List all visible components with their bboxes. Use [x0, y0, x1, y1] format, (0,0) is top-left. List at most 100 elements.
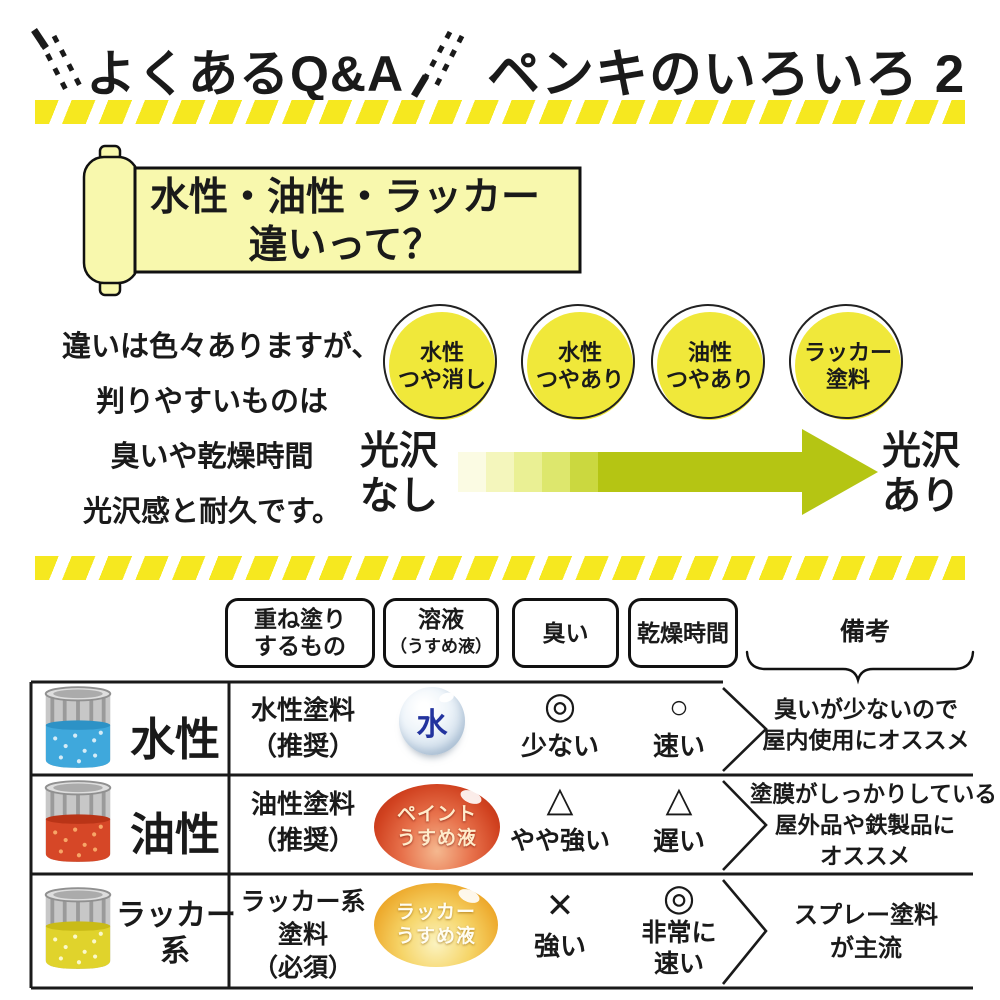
circle-label: 塗料 [825, 367, 870, 392]
col-header-dry-time: 乾燥時間 [628, 598, 738, 668]
intro-paragraph: 違いは色々ありますが、 判りやすいものは 臭いや乾燥時間 光沢感と耐久です。 [62, 320, 381, 540]
blob-label: ラッカー [395, 902, 476, 923]
triangle-symbol: △ [665, 780, 693, 819]
lacquer-thinner-blob-icon: ラッカー うすめ液 [374, 883, 498, 967]
gloss-circle-oil-glossy: 油性 つやあり [657, 312, 763, 420]
stripe-divider-bottom [35, 556, 965, 580]
circle-symbol: ○ [669, 688, 689, 725]
col-header-notes: 備考 [839, 618, 890, 646]
row-type-lacquer: ラッカー 系 [116, 898, 236, 970]
cross-symbol: ✕ [545, 887, 575, 925]
dry-word: 非常に [641, 919, 717, 947]
col-header-text: 臭い [542, 619, 589, 646]
gloss-gradient-arrow-body [458, 452, 802, 492]
double-circle-symbol: ◎ [662, 877, 696, 918]
gloss-gradient-arrow-head [802, 429, 878, 515]
question-banner: 水性・油性・ラッカー 違いって？ [135, 174, 555, 270]
col-header-text: 乾燥時間 [637, 619, 729, 646]
col-header-solvent: 溶液 （うすめ液） [383, 598, 499, 668]
intro-line: 判りやすいものは [95, 386, 328, 418]
row-type-text: 系 [160, 935, 190, 968]
recoat-text: 油性塗料 [250, 789, 355, 819]
blob-label: うすめ液 [395, 926, 476, 947]
recoat-text: 水性塗料 [250, 695, 355, 725]
recoat-text: （必須） [252, 954, 353, 982]
recoat-cell-water: 水性塗料 （推奨） [232, 692, 374, 764]
gloss-circle-water-glossy: 水性 つやあり [527, 312, 633, 420]
row-type-water: 水性 [129, 714, 220, 765]
col-header-smell: 臭い [512, 598, 619, 668]
note-line: オススメ [819, 844, 910, 869]
hatch-decoration-left [31, 28, 83, 92]
smell-cell-lacquer: ✕ 強い [505, 886, 615, 963]
notes-cell-oil: 塗膜がしっかりしている 屋外品や鉄製品に オススメ [750, 779, 997, 872]
question-line1: 水性・油性・ラッカー [149, 176, 540, 219]
dry-cell-lacquer: ◎ 非常に 速い [626, 877, 732, 980]
notes-cell-water: 臭いが少ないので 屋内使用にオススメ [758, 694, 974, 756]
recoat-cell-lacquer: ラッカー系 塗料 （必須） [230, 886, 376, 985]
gloss-yes-line: あり [882, 475, 961, 518]
col-header-text: するもの [254, 633, 346, 659]
circle-label: ラッカー [803, 340, 892, 365]
paint-can-lacquer-icon [44, 887, 112, 969]
recoat-cell-oil: 油性塗料 （推奨） [232, 786, 374, 858]
col-header-recoat: 重ね塗り するもの [225, 598, 375, 668]
note-line: 屋外品や鉄製品に [774, 813, 955, 838]
smell-cell-water: ◎ 少ない [505, 686, 615, 763]
gloss-none-label: 光沢 なし [360, 429, 438, 519]
page-title-right: ペンキのいろいろ 2 [487, 45, 966, 104]
notes-cell-lacquer: スプレー塗料 が主流 [758, 899, 974, 965]
circle-label: 水性 [557, 340, 602, 365]
circle-label: つやあり [535, 367, 624, 392]
row-type-text: ラッカー [116, 899, 236, 932]
hatch-decoration-middle [410, 30, 465, 98]
stripe-divider-top [35, 100, 965, 124]
circle-label: つや消し [397, 367, 486, 392]
dry-cell-water: ○ 速い [626, 688, 732, 763]
smell-word: 強い [533, 931, 586, 961]
question-line2: 違いって？ [248, 224, 442, 267]
dry-word: 速い [652, 731, 705, 761]
smell-word: 少ない [520, 731, 599, 761]
scroll-banner-graphic [82, 144, 582, 297]
gloss-none-line: 光沢 [360, 430, 439, 473]
gloss-circle-lacquer: ラッカー 塗料 [795, 312, 901, 420]
col-header-text: 重ね塗り [254, 606, 346, 632]
dry-word: 遅い [652, 826, 705, 856]
notes-brace [745, 650, 975, 685]
recoat-text: （推奨） [250, 731, 355, 761]
note-line: 塗膜がしっかりしている [750, 782, 997, 807]
water-drop-icon: 水 [399, 687, 465, 755]
page-title-left: よくあるQ&A [86, 46, 405, 102]
blob-label: うすめ液 [396, 828, 477, 849]
circle-label: 油性 [687, 340, 732, 365]
paint-thinner-blob-icon: ペイント うすめ液 [374, 784, 500, 870]
smell-word: やや強い [509, 827, 610, 855]
intro-line: 臭いや乾燥時間 [110, 441, 314, 473]
note-line: 臭いが少ないので [774, 696, 958, 722]
smell-cell-oil: △ やや強い [505, 779, 615, 857]
circle-label: つやあり [665, 367, 754, 392]
double-circle-symbol: ◎ [543, 685, 577, 726]
note-line: が主流 [830, 935, 902, 962]
row-type-oil: 油性 [129, 809, 220, 860]
col-header-text: 溶液 [418, 606, 464, 632]
dry-cell-oil: △ 遅い [626, 779, 732, 858]
blob-label: ペイント [396, 804, 477, 825]
circle-label: 水性 [419, 340, 464, 365]
gloss-yes-line: 光沢 [882, 430, 961, 473]
recoat-text: （推奨） [250, 825, 355, 855]
triangle-symbol: △ [546, 780, 574, 819]
paint-can-oil-icon [44, 780, 112, 862]
gloss-none-line: なし [360, 475, 439, 518]
dry-word: 速い [653, 950, 704, 978]
col-header-text: （うすめ液） [390, 637, 492, 656]
paint-can-water-icon [44, 686, 112, 768]
recoat-text: ラッカー系 [240, 888, 366, 916]
intro-line: 違いは色々ありますが、 [62, 331, 381, 363]
water-drop-label: 水 [416, 706, 448, 742]
recoat-text: 塗料 [277, 921, 328, 949]
gloss-yes-label: 光沢 あり [882, 429, 960, 519]
intro-line: 光沢感と耐久です。 [82, 496, 342, 528]
